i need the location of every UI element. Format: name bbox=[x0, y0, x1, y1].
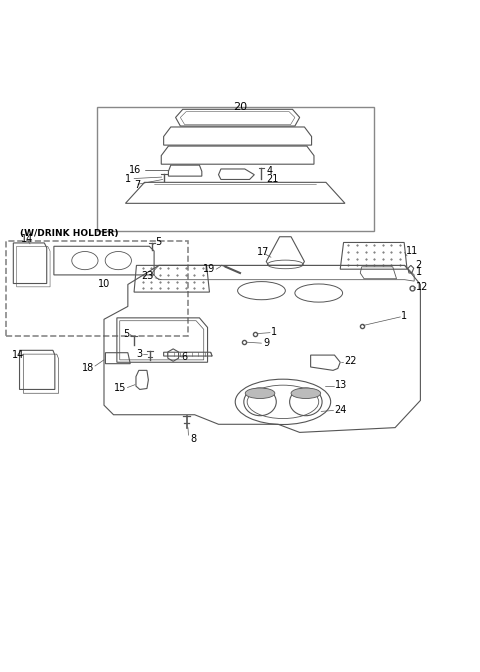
Text: 10: 10 bbox=[98, 279, 110, 289]
Text: 14: 14 bbox=[12, 350, 24, 360]
Text: 19: 19 bbox=[203, 264, 215, 274]
Text: 13: 13 bbox=[335, 380, 347, 390]
Text: 17: 17 bbox=[257, 247, 269, 257]
Text: 22: 22 bbox=[344, 355, 357, 366]
Text: 5: 5 bbox=[123, 329, 129, 339]
Text: 18: 18 bbox=[82, 364, 94, 374]
Text: 8: 8 bbox=[191, 433, 196, 444]
Ellipse shape bbox=[245, 388, 275, 398]
Text: 20: 20 bbox=[233, 102, 247, 112]
Text: 12: 12 bbox=[416, 282, 428, 292]
Text: 1: 1 bbox=[416, 267, 422, 277]
Text: (W/DRINK HOLDER): (W/DRINK HOLDER) bbox=[21, 229, 119, 238]
Text: 23: 23 bbox=[142, 271, 154, 282]
Text: 7: 7 bbox=[134, 179, 140, 190]
Text: 2: 2 bbox=[416, 260, 422, 270]
Text: 3: 3 bbox=[136, 349, 142, 359]
Text: 1: 1 bbox=[124, 173, 131, 183]
Text: 5: 5 bbox=[155, 237, 161, 247]
Text: 16: 16 bbox=[129, 165, 142, 175]
Text: 24: 24 bbox=[335, 405, 347, 415]
Text: 1: 1 bbox=[271, 327, 277, 337]
FancyBboxPatch shape bbox=[6, 241, 188, 336]
Text: 15: 15 bbox=[114, 384, 126, 394]
Text: 21: 21 bbox=[266, 173, 278, 183]
Text: 14: 14 bbox=[21, 234, 33, 244]
Ellipse shape bbox=[291, 388, 321, 398]
Text: 6: 6 bbox=[182, 353, 188, 362]
FancyBboxPatch shape bbox=[97, 107, 373, 231]
Text: 1: 1 bbox=[401, 311, 408, 321]
Text: 11: 11 bbox=[406, 246, 419, 256]
Text: 4: 4 bbox=[266, 167, 272, 176]
Text: 9: 9 bbox=[263, 338, 269, 348]
